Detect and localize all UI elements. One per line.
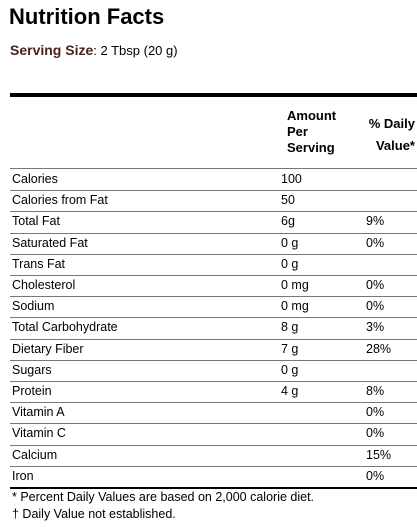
row-rule xyxy=(10,402,417,404)
footnote: * Percent Daily Values are based on 2,00… xyxy=(12,490,315,504)
title: Nutrition Facts xyxy=(9,4,165,29)
row-name: Dietary Fiber xyxy=(12,341,84,356)
row-daily-value: 0% xyxy=(366,299,385,314)
header-rule xyxy=(10,168,417,169)
row-amount: 4 g xyxy=(281,384,299,398)
thick-rule xyxy=(10,93,417,97)
row-daily-value: 15% xyxy=(366,447,392,462)
row-daily-value: 28% xyxy=(366,341,392,356)
row-rule xyxy=(10,232,417,234)
row-rule xyxy=(10,423,417,425)
row-name: Iron xyxy=(12,468,34,483)
row-name: Saturated Fat xyxy=(12,235,88,250)
header-daily-value: % Daily Value* xyxy=(368,116,415,153)
row-rule xyxy=(10,381,417,382)
row-name: Trans Fat xyxy=(12,256,66,271)
row-daily-value: 9% xyxy=(366,214,385,229)
row-name: Sodium xyxy=(12,299,55,314)
header-amount: Amount Per Serving xyxy=(287,108,337,155)
row-amount: 7 g xyxy=(281,341,299,356)
row-amount: 0 mg xyxy=(281,278,309,292)
row-name: Vitamin C xyxy=(12,426,66,441)
row-daily-value: 0% xyxy=(366,278,385,292)
row-rule xyxy=(10,338,417,340)
bottom-rule xyxy=(10,487,417,489)
row-amount: 100 xyxy=(281,172,302,186)
row-name: Total Carbohydrate xyxy=(12,320,118,335)
row-amount: 0 g xyxy=(281,256,299,271)
row-amount: 6g xyxy=(281,214,295,229)
serving-size: Serving Size: 2 Tbsp (20 g) xyxy=(10,42,178,58)
row-amount: 0 g xyxy=(281,235,299,250)
row-rule xyxy=(10,444,417,446)
serving-value: : 2 Tbsp (20 g) xyxy=(93,43,178,58)
row-rule xyxy=(10,359,417,361)
row-daily-value: 0% xyxy=(366,235,385,250)
row-rule xyxy=(10,317,417,319)
row-name: Sugars xyxy=(12,362,52,377)
row-rule xyxy=(10,296,417,298)
row-name: Calories xyxy=(12,172,58,186)
row-amount: 50 xyxy=(281,193,295,208)
serving-label: Serving Size xyxy=(10,42,94,58)
row-name: Calcium xyxy=(12,447,58,462)
row-rule xyxy=(10,253,417,255)
row-daily-value: 0% xyxy=(366,405,385,420)
row-name: Protein xyxy=(12,384,52,398)
row-rule xyxy=(10,211,417,213)
row-amount: 8 g xyxy=(281,320,299,335)
row-amount: 0 g xyxy=(281,362,299,377)
row-name: Cholesterol xyxy=(12,278,76,292)
row-name: Calories from Fat xyxy=(12,193,108,208)
row-name: Total Fat xyxy=(12,214,60,229)
row-rule xyxy=(10,465,417,467)
row-name: Vitamin A xyxy=(12,405,65,420)
row-daily-value: 0% xyxy=(366,468,385,483)
row-rule xyxy=(10,275,417,276)
row-rule xyxy=(10,190,417,192)
row-amount: 0 mg xyxy=(281,299,309,314)
row-daily-value: 8% xyxy=(366,384,385,398)
row-daily-value: 3% xyxy=(366,320,385,335)
footnote: † Daily Value not established. xyxy=(12,507,176,521)
row-daily-value: 0% xyxy=(366,426,385,441)
